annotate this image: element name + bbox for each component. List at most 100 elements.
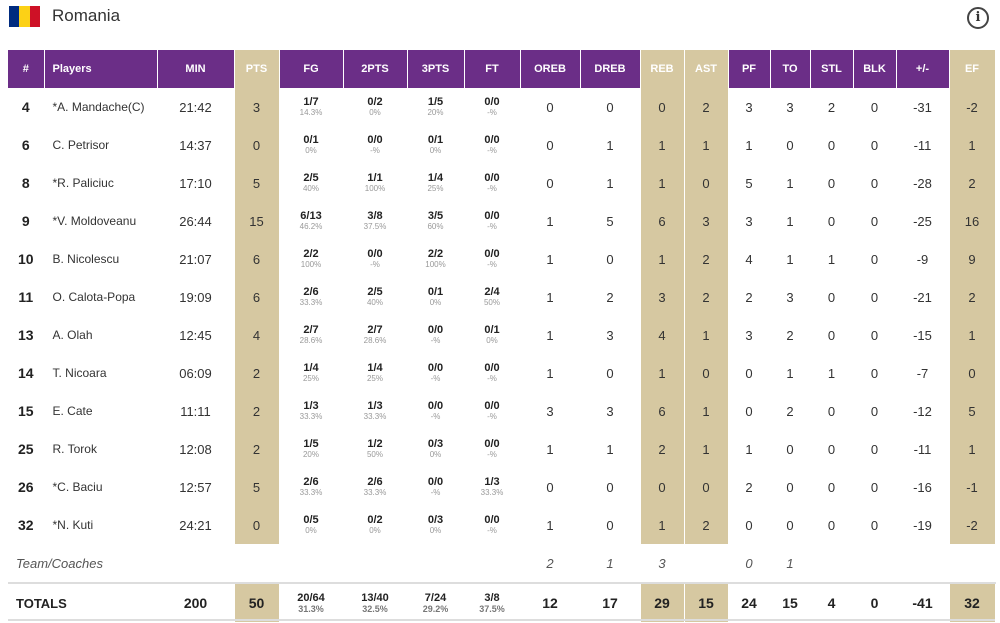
col-dreb[interactable]: DREB bbox=[580, 50, 641, 88]
player-ft: 0/0 -% bbox=[464, 164, 521, 202]
player-3pts-pct: 0% bbox=[429, 450, 442, 459]
player-ft-pct: -% bbox=[487, 184, 497, 193]
team-coaches-label: Team/Coaches bbox=[8, 544, 158, 583]
player-oreb: 3 bbox=[520, 392, 581, 430]
player-oreb: 0 bbox=[520, 126, 581, 164]
player-fg: 0/5 0% bbox=[279, 506, 344, 544]
player-3pts: 0/0 -% bbox=[407, 468, 465, 506]
player-fg-made: 2/5 bbox=[303, 172, 319, 184]
player-name[interactable]: R. Torok bbox=[44, 430, 158, 468]
totals-ast: 15 bbox=[684, 582, 729, 622]
player-plus-minus: -28 bbox=[896, 164, 950, 202]
player-to: 1 bbox=[770, 354, 811, 392]
player-ft: 0/0 -% bbox=[464, 240, 521, 278]
player-plus-minus: -21 bbox=[896, 278, 950, 316]
player-2pts-pct: 100% bbox=[364, 184, 386, 193]
col-players[interactable]: Players bbox=[44, 50, 158, 88]
player-dreb: 3 bbox=[580, 392, 641, 430]
player-pts: 5 bbox=[234, 164, 280, 202]
col-ft[interactable]: FT bbox=[464, 50, 521, 88]
col-stl[interactable]: STL bbox=[810, 50, 854, 88]
player-blk: 0 bbox=[853, 468, 897, 506]
col-2pts[interactable]: 2PTS bbox=[343, 50, 408, 88]
col-plus-minus[interactable]: +/- bbox=[896, 50, 950, 88]
player-fg: 2/7 28.6% bbox=[279, 316, 344, 354]
player-name[interactable]: E. Cate bbox=[44, 392, 158, 430]
col-3pts[interactable]: 3PTS bbox=[407, 50, 465, 88]
team-name: Romania bbox=[52, 6, 121, 25]
player-to: 3 bbox=[770, 88, 811, 126]
player-name[interactable]: *N. Kuti bbox=[44, 506, 158, 544]
player-oreb: 1 bbox=[520, 316, 581, 354]
player-plus-minus: -11 bbox=[896, 430, 950, 468]
player-fg: 2/5 40% bbox=[279, 164, 344, 202]
player-2pts: 1/3 33.3% bbox=[343, 392, 408, 430]
player-min: 19:09 bbox=[157, 278, 235, 316]
player-fg-made: 1/4 bbox=[303, 362, 319, 374]
player-name[interactable]: *C. Baciu bbox=[44, 468, 158, 506]
col-num[interactable]: # bbox=[8, 50, 45, 88]
player-blk: 0 bbox=[853, 316, 897, 354]
player-min: 14:37 bbox=[157, 126, 235, 164]
player-name[interactable]: O. Calota-Popa bbox=[44, 278, 158, 316]
player-number: 11 bbox=[8, 278, 45, 316]
col-blk[interactable]: BLK bbox=[853, 50, 897, 88]
player-name[interactable]: *R. Paliciuc bbox=[44, 164, 158, 202]
player-oreb: 1 bbox=[520, 354, 581, 392]
player-name[interactable]: A. Olah bbox=[44, 316, 158, 354]
player-pts: 2 bbox=[234, 392, 280, 430]
player-name[interactable]: C. Petrisor bbox=[44, 126, 158, 164]
player-fg: 1/4 25% bbox=[279, 354, 344, 392]
col-fg[interactable]: FG bbox=[279, 50, 344, 88]
player-3pts-made: 0/0 bbox=[427, 324, 444, 336]
player-ft-made: 0/0 bbox=[484, 248, 500, 260]
player-ft: 1/3 33.3% bbox=[464, 468, 521, 506]
player-ft: 0/0 -% bbox=[464, 354, 521, 392]
col-reb[interactable]: REB bbox=[640, 50, 685, 88]
player-ft: 0/0 -% bbox=[464, 430, 521, 468]
player-ef: 9 bbox=[949, 240, 996, 278]
col-pts[interactable]: PTS bbox=[234, 50, 280, 88]
info-icon[interactable]: i bbox=[967, 7, 989, 29]
player-pts: 2 bbox=[234, 354, 280, 392]
player-name[interactable]: *V. Moldoveanu bbox=[44, 202, 158, 240]
totals-fg: 20/64 31.3% bbox=[279, 582, 344, 622]
player-to: 1 bbox=[770, 164, 811, 202]
col-ast[interactable]: AST bbox=[684, 50, 729, 88]
col-pf[interactable]: PF bbox=[728, 50, 771, 88]
col-to[interactable]: TO bbox=[770, 50, 811, 88]
player-number: 14 bbox=[8, 354, 45, 392]
player-ast: 2 bbox=[684, 88, 729, 126]
player-fg-pct: 100% bbox=[300, 260, 322, 269]
player-pf: 2 bbox=[728, 468, 771, 506]
player-3pts-made: 3/5 bbox=[427, 210, 444, 222]
player-reb: 1 bbox=[640, 126, 685, 164]
player-ft-made: 0/0 bbox=[484, 438, 500, 450]
player-min: 21:07 bbox=[157, 240, 235, 278]
player-ef: 1 bbox=[949, 430, 996, 468]
player-reb: 3 bbox=[640, 278, 685, 316]
table-row: 25 R. Torok 12:08 2 1/5 20% 1/2 50% 0/3 0% 0/0 -% 1 1… bbox=[8, 430, 996, 468]
player-name[interactable]: B. Nicolescu bbox=[44, 240, 158, 278]
player-ef: -1 bbox=[949, 468, 996, 506]
totals-pts: 50 bbox=[234, 582, 280, 622]
player-name[interactable]: T. Nicoara bbox=[44, 354, 158, 392]
player-oreb: 1 bbox=[520, 278, 581, 316]
player-pts: 0 bbox=[234, 126, 280, 164]
col-min[interactable]: MIN bbox=[157, 50, 235, 88]
player-blk: 0 bbox=[853, 354, 897, 392]
player-stl: 0 bbox=[810, 126, 854, 164]
totals-row: TOTALS 200 50 20/64 31.3% 13/40 32.5% 7/24… bbox=[8, 582, 996, 622]
player-name[interactable]: *A. Mandache(C) bbox=[44, 88, 158, 126]
col-ef[interactable]: EF bbox=[949, 50, 996, 88]
player-2pts-made: 0/2 bbox=[367, 96, 383, 108]
player-3pts-made: 0/0 bbox=[427, 400, 444, 412]
col-oreb[interactable]: OREB bbox=[520, 50, 581, 88]
player-3pts-made: 0/1 bbox=[427, 134, 444, 146]
player-2pts-pct: -% bbox=[370, 260, 380, 269]
player-to: 2 bbox=[770, 316, 811, 354]
player-dreb: 3 bbox=[580, 316, 641, 354]
player-3pts-pct: 20% bbox=[427, 108, 444, 117]
player-2pts-made: 1/2 bbox=[367, 438, 383, 450]
player-fg-pct: 0% bbox=[305, 526, 317, 535]
